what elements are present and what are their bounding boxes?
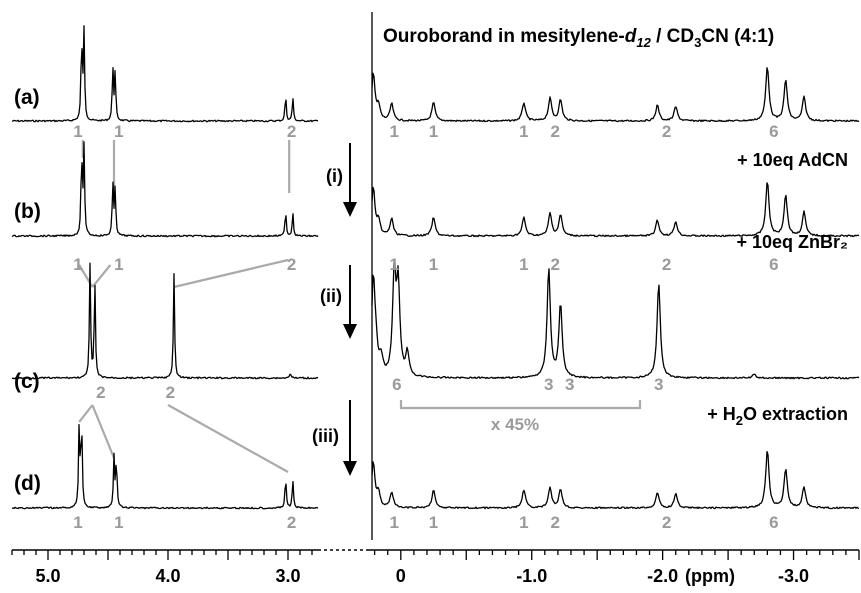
- h2o-pre: + H: [707, 404, 736, 424]
- trace-left-0: [11, 25, 318, 123]
- peak-label-left-2-0: 2: [96, 383, 105, 402]
- correlation-line-6: [78, 404, 94, 423]
- peak-label-right-3-5: 6: [769, 513, 778, 532]
- title-sub: 3: [694, 35, 701, 50]
- trace-right-3: [371, 450, 860, 510]
- correlation-line-4: [91, 264, 112, 288]
- spectrum-label-d: (d): [14, 472, 41, 495]
- peak-assignment-labels: 1 1 2 1 1 1 2 2 61 1 2 1 1 1 2 2 62 2 6 3 3 31 1 2 1 1 1 2 2 6: [73, 122, 778, 532]
- spectrum-label-b: (b): [14, 200, 41, 223]
- trace-left-3: [11, 424, 319, 510]
- peak-label-left-3-2: 2: [287, 513, 296, 532]
- peak-label-right-1-4: 2: [662, 255, 671, 274]
- trace-right-1: [371, 182, 860, 238]
- correlation-line-7: [91, 404, 116, 459]
- arrow-head-i: [343, 202, 357, 217]
- peak-label-right-3-1: 1: [429, 513, 438, 532]
- step-arrow-i: (i): [326, 143, 357, 217]
- peak-label-right-0-0: 1: [390, 122, 399, 141]
- correlation-line-8: [167, 404, 289, 473]
- step-arrow-iii: (iii): [312, 400, 357, 476]
- peak-label-right-2-3: 3: [654, 375, 663, 394]
- step-label-i: (i): [326, 166, 343, 186]
- scale-bracket-line: [399, 400, 642, 410]
- chart-title: Ouroborand in mesitylene-d12 / CD3CN (4:…: [383, 26, 774, 50]
- correlation-line-5: [173, 258, 289, 289]
- right-tick-label-0: 0: [396, 566, 406, 586]
- trace-right-0: [371, 67, 860, 123]
- peak-label-left-1-1: 1: [114, 255, 123, 274]
- peak-label-right-3-4: 2: [662, 513, 671, 532]
- correlation-lines: [78, 140, 291, 473]
- right-tick-label-3: -3.0: [778, 566, 809, 586]
- peak-label-right-1-3: 2: [551, 255, 560, 274]
- h2o-post: O extraction: [743, 404, 848, 424]
- left-tick-label-0: 5.0: [35, 566, 60, 586]
- left-tick-label-1: 4.0: [155, 566, 180, 586]
- title-italic: d: [625, 26, 637, 47]
- title-italic-sub: 12: [636, 35, 651, 50]
- axis-ticks: 5.0 4.0 3.0 0 -1.0 -2.0 -3.0: [11, 550, 860, 586]
- peak-label-right-3-3: 2: [551, 513, 560, 532]
- peak-label-right-3-2: 1: [519, 513, 528, 532]
- peak-label-left-0-0: 1: [73, 122, 82, 141]
- title-post: CN (4:1): [701, 26, 774, 47]
- spectrum-label-c: (c): [14, 370, 40, 393]
- peak-label-right-0-1: 1: [429, 122, 438, 141]
- spectrum-traces: [11, 12, 860, 540]
- trace-right-2: [371, 260, 860, 380]
- arrow-head-ii: [343, 324, 357, 339]
- step-label-ii: (ii): [320, 286, 342, 306]
- left-tick-label-2: 3.0: [275, 566, 300, 586]
- peak-label-right-2-2: 3: [565, 375, 574, 394]
- peak-label-right-1-2: 1: [519, 255, 528, 274]
- peak-label-right-1-0: 1: [390, 255, 399, 274]
- peak-label-right-0-3: 2: [551, 122, 560, 141]
- h2o-sub: 2: [736, 413, 743, 428]
- peak-label-left-0-1: 1: [114, 122, 123, 141]
- x-axis-label: (ppm): [685, 566, 735, 586]
- peak-label-right-1-5: 6: [769, 255, 778, 274]
- peak-label-left-3-0: 1: [73, 513, 82, 532]
- annotation-znbr2: + 10eq ZnBr₂: [736, 232, 848, 252]
- peak-label-left-1-2: 2: [287, 255, 296, 274]
- arrow-head-iii: [343, 461, 357, 476]
- trace-left-1: [11, 141, 319, 238]
- scale-label: x 45%: [491, 415, 539, 434]
- peak-label-right-1-1: 1: [429, 255, 438, 274]
- annotation-h2o: + H2O extraction: [707, 404, 848, 428]
- peak-label-right-0-4: 2: [662, 122, 671, 141]
- spectrum-label-a: (a): [14, 86, 40, 109]
- peak-label-right-0-2: 1: [519, 122, 528, 141]
- peak-label-left-1-0: 1: [73, 255, 82, 274]
- peak-label-left-3-1: 1: [114, 513, 123, 532]
- annotation-adcn: + 10eq AdCN: [737, 150, 848, 170]
- peak-label-left-2-1: 2: [166, 383, 175, 402]
- step-label-iii: (iii): [312, 426, 339, 446]
- peak-label-right-3-0: 1: [390, 513, 399, 532]
- right-tick-label-2: -2.0: [647, 566, 678, 586]
- x-axis: 5.0 4.0 3.0 0 -1.0 -2.0 -3.0 (ppm): [11, 549, 860, 586]
- scale-bracket: x 45%: [399, 400, 642, 434]
- title-mid: / CD: [651, 26, 694, 47]
- trace-left-2: [11, 262, 319, 380]
- title-pre: Ouroborand in mesitylene-: [383, 26, 625, 47]
- peak-label-left-0-2: 2: [287, 122, 296, 141]
- peak-label-right-2-1: 3: [544, 375, 553, 394]
- peak-label-right-2-0: 6: [392, 375, 401, 394]
- peak-label-right-0-5: 6: [769, 122, 778, 141]
- step-arrow-ii: (ii): [320, 265, 357, 339]
- right-tick-label-1: -1.0: [516, 566, 547, 586]
